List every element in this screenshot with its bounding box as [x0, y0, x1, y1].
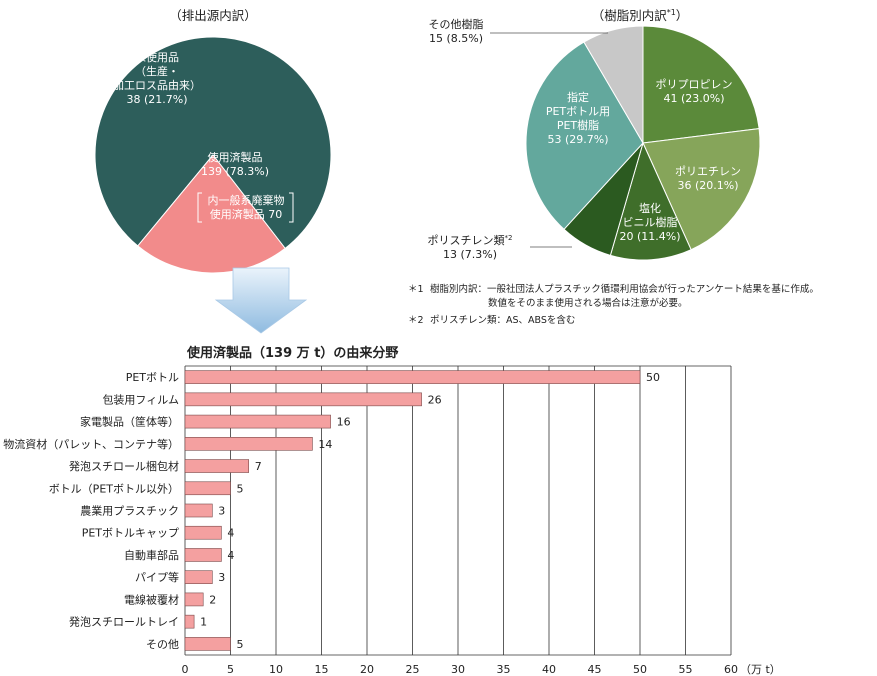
footnote-text-0-1: 数値をそのまま使用される場合は注意が必要。 — [488, 297, 688, 309]
bar-category-label-1: 包装用フィルム — [102, 393, 179, 406]
pie2-slice-label-4: 指定 PETボトル用 PET樹脂 53 (29.7%) — [546, 90, 610, 146]
pie2-slice-label-0: ポリプロピレン 41 (23.0%) — [656, 78, 733, 105]
bar-category-label-11: 発泡スチロールトレイ — [69, 615, 179, 629]
bar-value-label-7: 4 — [227, 527, 234, 540]
footnote-mark-1: ＊2 — [408, 315, 424, 326]
bar-category-label-9: パイプ等 — [135, 570, 179, 584]
pie2-slice-5 — [583, 25, 644, 145]
bar-tick-label-9: 45 — [588, 663, 602, 676]
pie2-slice-label-2: 塩化ビニル樹脂 20 (11.4%) — [619, 201, 680, 243]
bar-tick-label-2: 10 — [269, 663, 283, 676]
bar-12 — [184, 637, 231, 651]
footnote-mark-0: ＊1 — [408, 284, 424, 295]
pie1-labels: 使用済製品 139 (78.3%) 未使用品（生産・加工ロス品由来） 38 (21.7… — [113, 51, 269, 178]
bar-category-label-12: その他 — [146, 638, 179, 651]
bar-value-label-3: 14 — [318, 438, 332, 451]
pie2-footnotes: ＊1 樹脂別内訳：一般社団法人プラスチック循環利用協会が行ったアンケート結果を基に… — [408, 283, 819, 326]
bar-tick-label-6: 30 — [451, 663, 465, 676]
bar-category-label-3: 物流資材（パレット、コンテナ等） — [3, 437, 179, 451]
bar-tick-label-10: 50 — [633, 663, 647, 676]
bar-grid — [184, 365, 732, 656]
bar-value-label-1: 26 — [428, 393, 442, 406]
bar-category-label-2: 家電製品（筐体等） — [80, 415, 179, 429]
bar-tick-label-7: 35 — [497, 663, 511, 676]
bar-marks — [184, 370, 641, 651]
bar-value-label-8: 4 — [227, 549, 234, 562]
bar-category-label-0: PETボトル — [126, 371, 179, 384]
pie2-title: （樹脂別内訳*1） — [592, 8, 689, 23]
pie1-slice-0 — [94, 36, 332, 250]
footnote-text-0-0: 樹脂別内訳：一般社団法人プラスチック循環利用協会が行ったアンケート結果を基に作成… — [430, 283, 819, 295]
pie2-slice-0 — [642, 25, 760, 144]
pie2-slice-1 — [642, 128, 761, 251]
bar-category-label-8: 自動車部品 — [124, 548, 179, 562]
bar-category-label-5: ボトル（PETボトル以外） — [49, 482, 179, 495]
bar-5 — [184, 481, 231, 496]
bar-7 — [184, 525, 222, 540]
bar-4 — [184, 459, 250, 473]
bar-value-label-12: 5 — [237, 638, 244, 651]
bar-2 — [184, 414, 331, 429]
bar-value-label-9: 3 — [218, 571, 225, 584]
pie1-annotation-text: 内一般系廃棄物使用済製品 70 — [208, 193, 285, 221]
pie1-slice-1 — [137, 154, 286, 274]
pie1-title: （排出源内訳） — [169, 8, 257, 23]
bar-tick-label-11: 55 — [679, 663, 693, 676]
bar-0 — [184, 370, 641, 384]
pie1-annotation: 内一般系廃棄物使用済製品 70 — [197, 192, 294, 223]
bar-value-label-10: 2 — [209, 593, 216, 606]
pie2-slice-2 — [609, 141, 692, 261]
bar-value-label-5: 5 — [237, 482, 244, 495]
bar-10 — [184, 592, 204, 607]
pie2-slice-label-3: ポリスチレン類*2 13 (7.3%) — [428, 234, 513, 261]
bar-value-label-6: 3 — [218, 505, 225, 518]
bar-tick-label-12: 60 — [724, 663, 738, 676]
bar-tick-label-1: 5 — [227, 663, 234, 676]
bar-tick-labels: 0 5 10 15 20 25 30 35 40 45 50 55 60 （万 t） — [182, 663, 781, 676]
bar-value-label-4: 7 — [255, 460, 262, 473]
bar-8 — [184, 548, 222, 562]
bar-tick-label-3: 15 — [315, 663, 329, 676]
bar-category-label-4: 発泡スチロール梱包材 — [69, 459, 179, 473]
down-arrow-icon — [214, 267, 308, 334]
bar-axis-unit: （万 t） — [740, 663, 781, 676]
pie2-slices — [525, 25, 761, 261]
pie2-labels: ポリプロピレン 41 (23.0%) ポリエチレン 36 (20.1%) 塩化ビニル樹脂… — [428, 17, 741, 261]
pie2-slice-4 — [525, 41, 644, 231]
pie2-slice-label-5: その他樹脂 15 (8.5%) — [429, 17, 484, 45]
bar-category-label-10: 電線被覆材 — [124, 592, 179, 606]
bar-6 — [184, 503, 213, 518]
bar-value-label-0: 50 — [646, 371, 660, 384]
bar-9 — [184, 570, 213, 584]
pie1-slices — [94, 36, 332, 274]
bar-tick-label-4: 20 — [360, 663, 374, 676]
bar-1 — [184, 392, 422, 407]
pie1-slice-label-0: 使用済製品 139 (78.3%) — [201, 150, 269, 178]
footnote-text-1-0: ポリスチレン類：AS、ABSを含む — [430, 314, 575, 326]
bar-value-label-11: 1 — [200, 616, 207, 629]
bar-11 — [184, 614, 195, 629]
bar-value-label-2: 16 — [337, 416, 351, 429]
bar-category-label-7: PETボトルキャップ — [82, 527, 179, 540]
pie1-bracket-right — [289, 192, 294, 223]
bar-tick-label-8: 40 — [542, 663, 556, 676]
bar-tick-label-5: 25 — [406, 663, 420, 676]
bar-tick-label-0: 0 — [182, 663, 189, 676]
pie1-bracket-left — [197, 192, 202, 223]
pie2-slice-label-1: ポリエチレン 36 (20.1%) — [675, 165, 741, 192]
bar-chart-title: 使用済製品（139 万 t）の由来分野 — [186, 345, 398, 361]
pie1-slice-label-1: 未使用品（生産・加工ロス品由来） 38 (21.7%) — [113, 51, 201, 106]
bar-category-label-6: 農業用プラスチック — [80, 504, 179, 518]
bar-3 — [184, 437, 313, 451]
